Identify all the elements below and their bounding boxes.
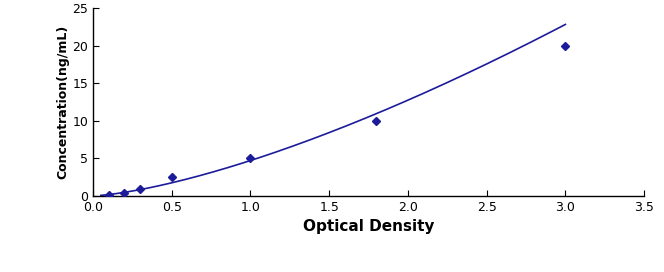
X-axis label: Optical Density: Optical Density (303, 219, 434, 234)
Y-axis label: Concentration(ng/mL): Concentration(ng/mL) (56, 25, 70, 179)
